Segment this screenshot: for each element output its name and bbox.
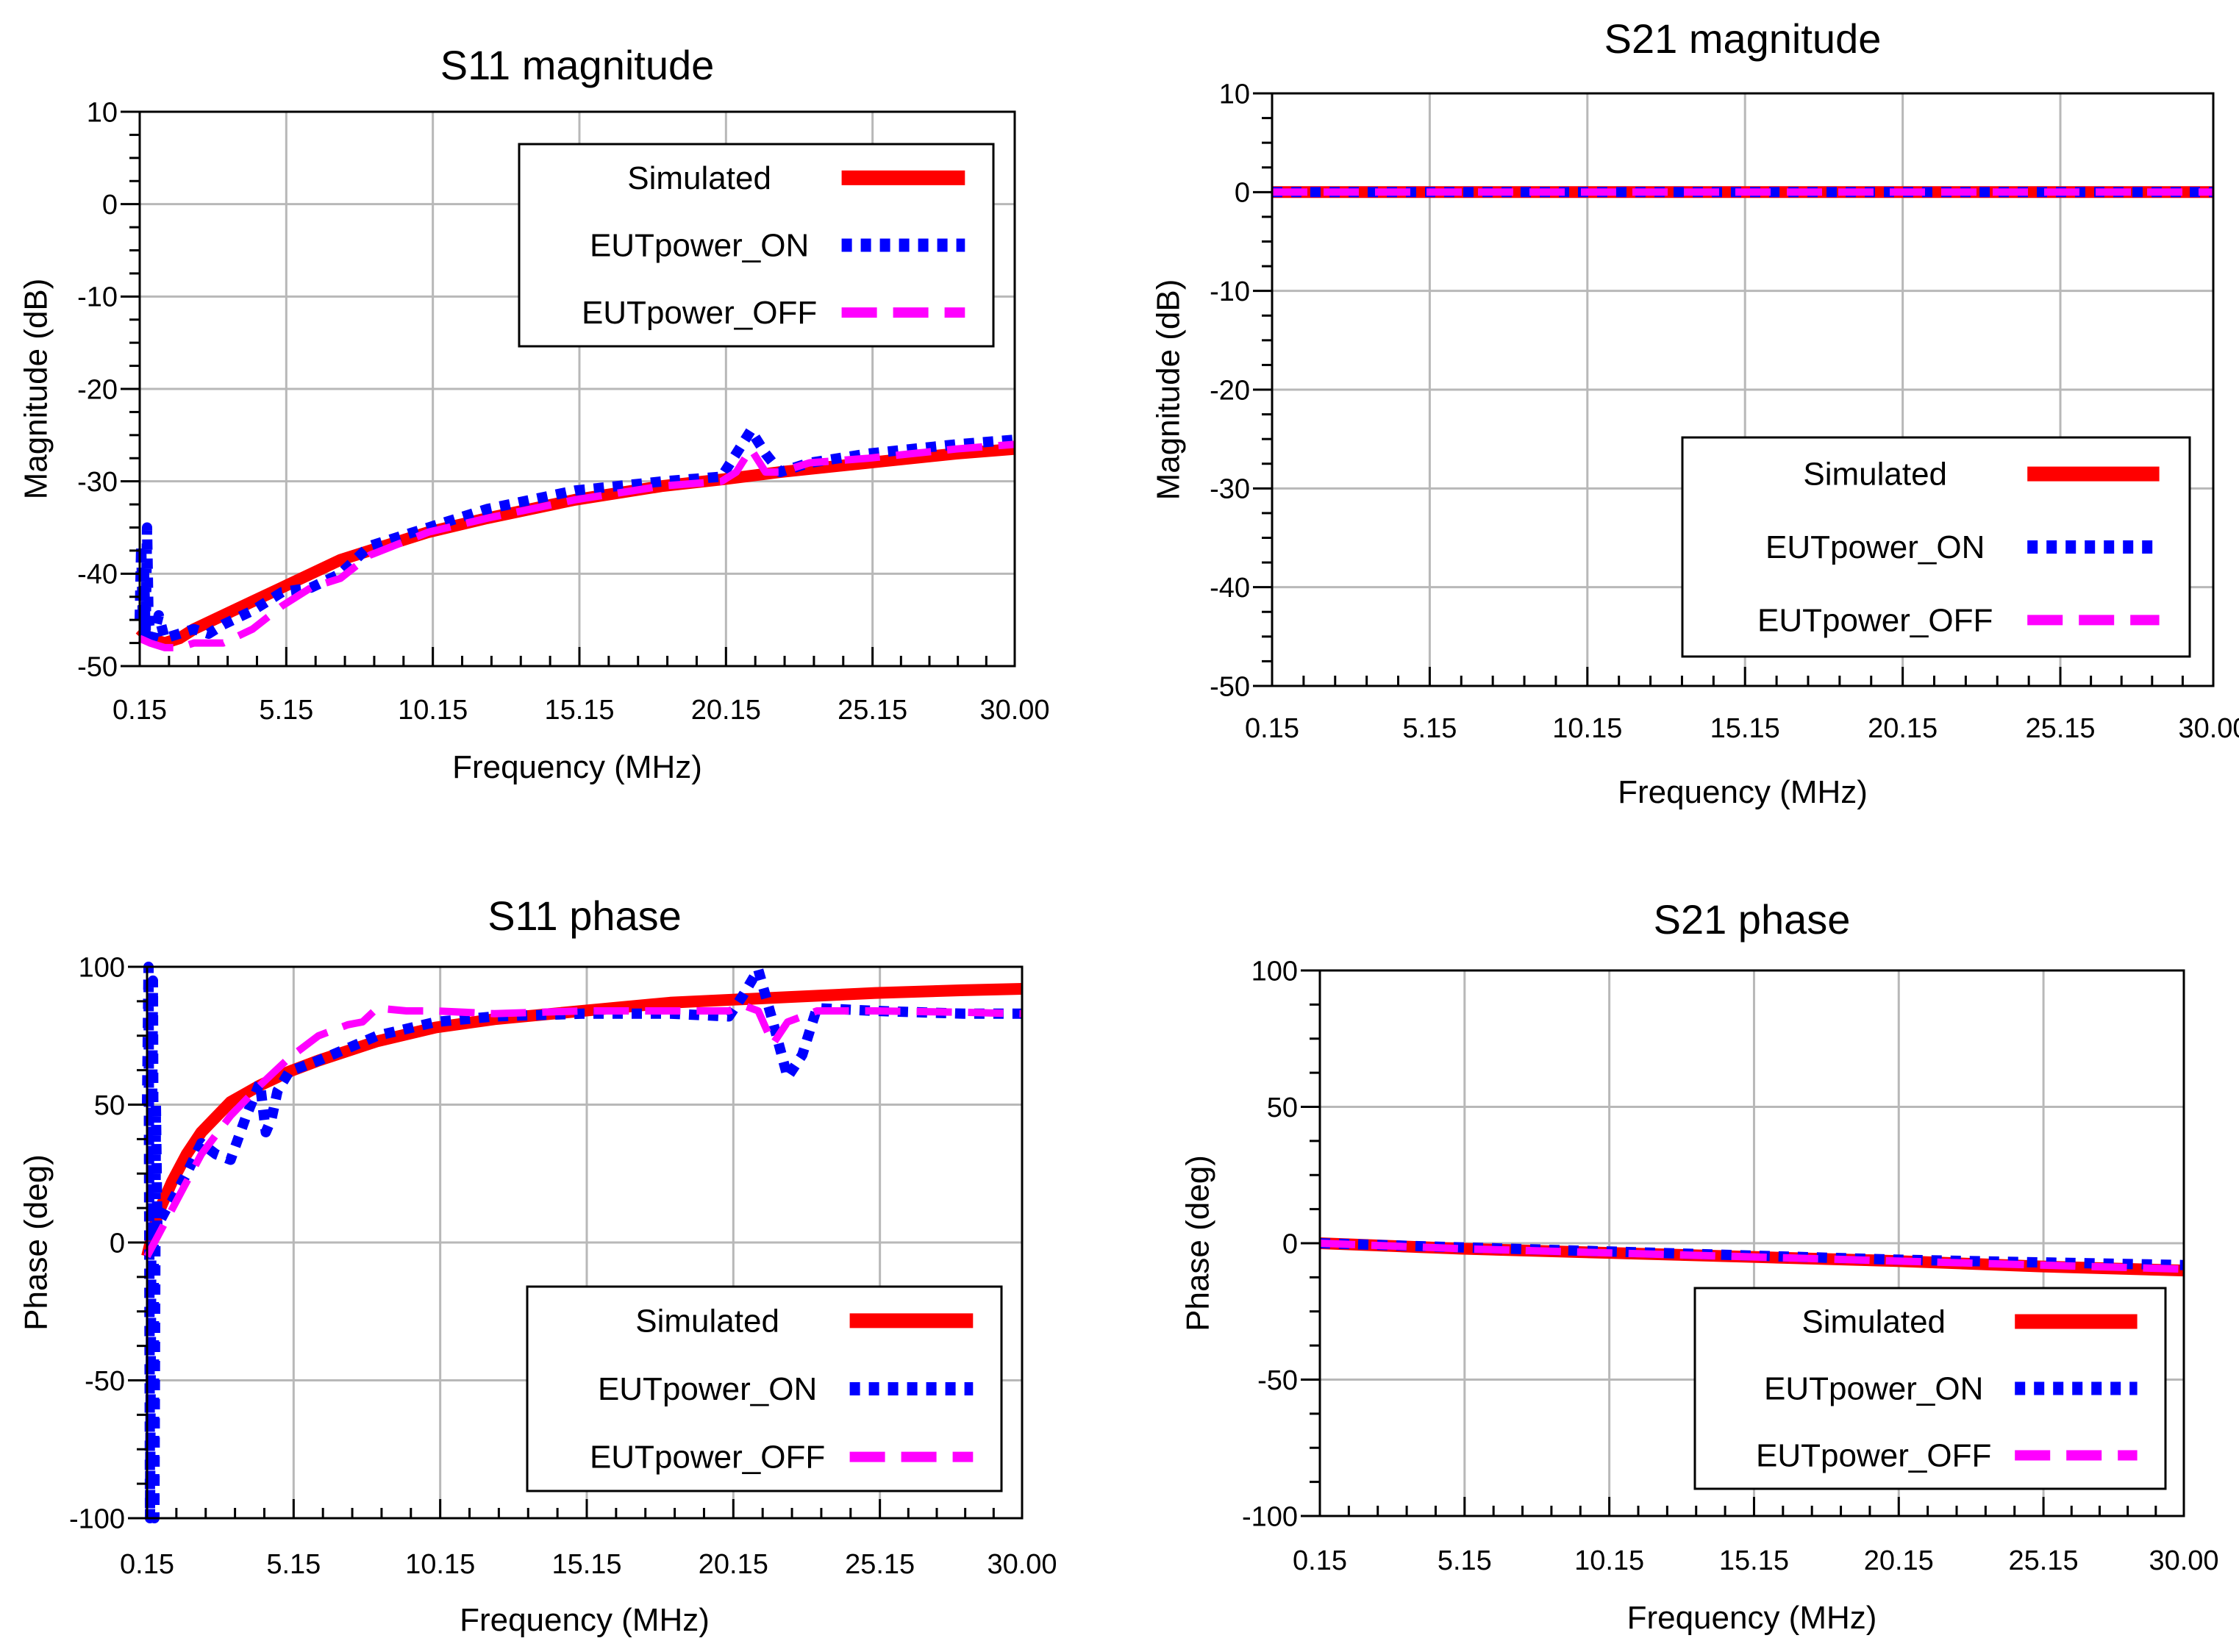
x-tick-label: 5.15 [1438, 1545, 1492, 1576]
series-line-Simulated [141, 983, 1023, 1258]
legend-label: EUTpower_OFF [590, 1440, 825, 1476]
x-tick-label: 10.15 [398, 695, 468, 726]
x-tick-label: 15.15 [1710, 713, 1780, 744]
x-axis-label: Frequency (MHz) [452, 749, 702, 785]
chart-s21mag: 0.15 5.15 10.15 15.15 20.15 25.15 30.00 10 0 -10 -… [1150, 15, 2239, 810]
x-tick-label: 5.15 [1402, 713, 1457, 744]
y-tick-label: -30 [77, 467, 118, 498]
x-tick-label: 25.15 [2009, 1545, 2079, 1576]
x-axis-label: Frequency (MHz) [460, 1602, 710, 1638]
y-tick-label: -100 [1242, 1501, 1298, 1532]
y-tick-label: 10 [87, 97, 118, 128]
y-tick-label: 0 [1282, 1229, 1298, 1259]
x-tick-label: 0.15 [1245, 713, 1299, 744]
y-tick-label: -10 [77, 282, 118, 313]
y-tick-label: 50 [94, 1090, 125, 1121]
y-tick-label: -20 [77, 374, 118, 405]
legend-label: EUTpower_ON [598, 1371, 817, 1407]
chart-title: S11 phase [488, 893, 682, 939]
y-axis-label: Magnitude (dB) [1150, 279, 1186, 501]
x-tick-label: 20.15 [1864, 1545, 1934, 1576]
legend-label: EUTpower_ON [1764, 1371, 1983, 1407]
chart-title: S21 phase [1654, 896, 1851, 943]
legend: Simulated EUTpower_ON EUTpower_OFF [526, 1285, 1003, 1492]
series-line-EUTpower_OFF [138, 440, 1015, 651]
x-axis-label: Frequency (MHz) [1618, 774, 1868, 810]
y-tick-label: -10 [1210, 276, 1250, 307]
y-tick-label: 10 [1219, 79, 1250, 110]
series-line-EUTpower_OFF [1319, 1240, 2185, 1273]
x-tick-label: 20.15 [691, 695, 761, 726]
y-tick-label: 0 [1235, 178, 1250, 209]
y-tick-label: 0 [102, 190, 118, 221]
x-tick-label: 0.15 [113, 695, 167, 726]
x-tick-label: 20.15 [699, 1549, 768, 1580]
y-tick-label: 0 [110, 1228, 125, 1259]
x-tick-label: 10.15 [1552, 713, 1622, 744]
x-tick-label: 5.15 [266, 1549, 321, 1580]
x-tick-label: 5.15 [259, 695, 313, 726]
y-tick-label: -50 [1210, 671, 1250, 702]
legend-label: Simulated [1801, 1304, 1946, 1340]
x-tick-label: 15.15 [551, 1549, 621, 1580]
chart-s11phase: 0.15 5.15 10.15 15.15 20.15 25.15 30.00 100 50 0 -… [18, 893, 1057, 1638]
x-tick-label: 25.15 [845, 1549, 915, 1580]
chart-title: S11 magnitude [440, 42, 715, 88]
x-tick-label: 30.00 [987, 1549, 1057, 1580]
y-tick-label: -40 [77, 559, 118, 590]
x-tick-label: 25.15 [2025, 713, 2095, 744]
x-tick-label: 25.15 [838, 695, 907, 726]
x-tick-label: 10.15 [405, 1549, 475, 1580]
y-tick-label: -100 [69, 1503, 125, 1534]
y-tick-label: -50 [1257, 1365, 1298, 1396]
x-tick-label: 10.15 [1574, 1545, 1644, 1576]
series-line-Simulated [135, 443, 1015, 649]
legend-label: EUTpower_ON [590, 228, 809, 264]
x-tick-label: 15.15 [1719, 1545, 1789, 1576]
x-tick-label: 30.00 [979, 695, 1049, 726]
legend-label: Simulated [627, 160, 771, 196]
legend-label: Simulated [635, 1303, 779, 1339]
legend: Simulated EUTpower_ON EUTpower_OFF [1681, 436, 2191, 658]
legend-label: EUTpower_OFF [582, 295, 817, 331]
legend: Simulated EUTpower_ON EUTpower_OFF [1693, 1287, 2167, 1490]
y-tick-label: 100 [1251, 956, 1298, 987]
legend-label: EUTpower_OFF [1757, 602, 1993, 638]
y-tick-label: 100 [79, 952, 125, 983]
x-axis-label: Frequency (MHz) [1627, 1600, 1877, 1636]
legend: Simulated EUTpower_ON EUTpower_OFF [518, 143, 995, 348]
y-axis-label: Phase (deg) [1179, 1155, 1215, 1331]
y-tick-label: -20 [1210, 375, 1250, 406]
x-tick-label: 0.15 [1293, 1545, 1347, 1576]
x-tick-label: 30.00 [2149, 1545, 2218, 1576]
y-tick-label: 50 [1267, 1093, 1298, 1123]
series-line-EUTpower_ON [135, 425, 1015, 644]
y-tick-label: -50 [77, 651, 118, 682]
legend-label: EUTpower_OFF [1756, 1438, 1991, 1474]
y-axis-label: Phase (deg) [18, 1154, 54, 1331]
x-tick-label: 15.15 [544, 695, 614, 726]
chart-s21phase: 0.15 5.15 10.15 15.15 20.15 25.15 30.00 100 50 0 -… [1179, 896, 2218, 1636]
y-tick-label: -50 [85, 1366, 125, 1397]
legend-label: Simulated [1803, 457, 1947, 493]
chart-title: S21 magnitude [1604, 15, 1882, 62]
chart-s11mag: 0.15 5.15 10.15 15.15 20.15 25.15 30.00 10 0 -10 -… [18, 42, 1049, 785]
x-tick-label: 30.00 [2178, 713, 2239, 744]
series-line-EUTpower_OFF [143, 1001, 1023, 1259]
y-axis-label: Magnitude (dB) [18, 279, 54, 500]
x-tick-label: 0.15 [120, 1549, 174, 1580]
y-tick-label: -30 [1210, 474, 1250, 505]
x-tick-label: 20.15 [1868, 713, 1938, 744]
legend-label: EUTpower_ON [1765, 529, 1985, 565]
y-tick-label: -40 [1210, 573, 1250, 604]
